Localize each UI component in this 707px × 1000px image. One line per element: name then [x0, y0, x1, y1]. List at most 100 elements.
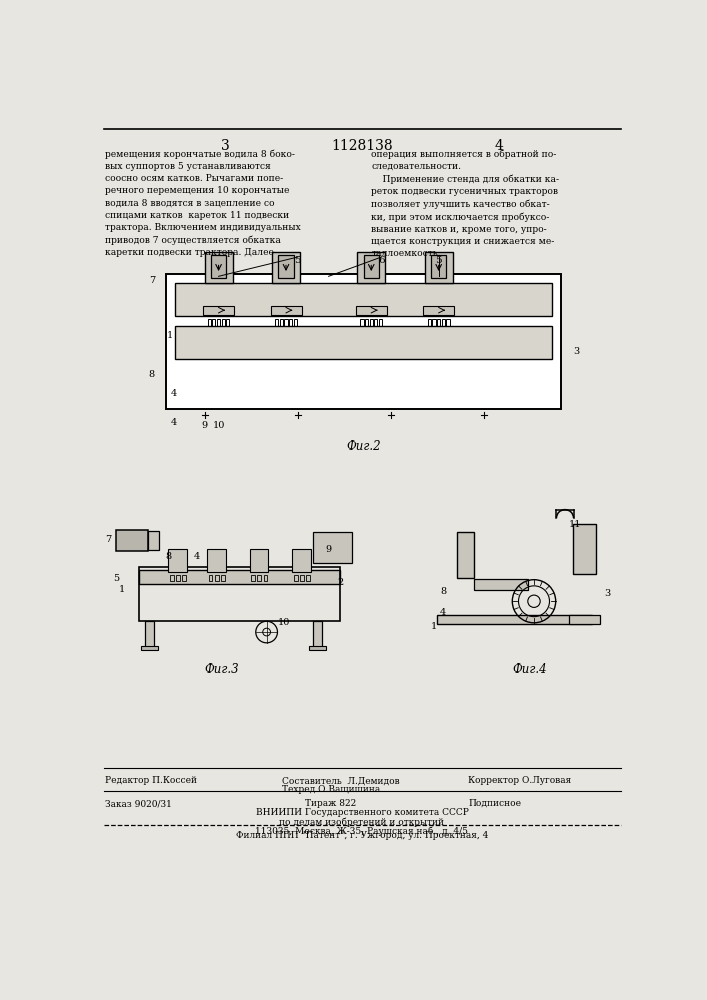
Bar	[215, 575, 218, 581]
Bar	[168, 549, 187, 572]
Bar	[289, 319, 292, 326]
Text: по делам изобретений и открытий: по делам изобретений и открытий	[279, 818, 445, 827]
Text: 4: 4	[170, 418, 177, 427]
Text: 3: 3	[573, 347, 579, 356]
Text: Филиал ППП "Патент", г. Ужгород, ул. Проектная, 4: Филиал ППП "Патент", г. Ужгород, ул. Про…	[235, 831, 488, 840]
Text: 5: 5	[113, 574, 119, 583]
Text: Фиг.4: Фиг.4	[513, 663, 547, 676]
Text: 11: 11	[569, 520, 581, 529]
Text: 4: 4	[194, 552, 200, 561]
Bar	[175, 326, 552, 359]
Bar	[139, 567, 340, 620]
Bar	[166, 274, 561, 409]
Bar	[573, 524, 596, 574]
Bar	[300, 575, 304, 581]
Bar	[425, 252, 452, 283]
Bar	[226, 319, 230, 326]
Text: 5: 5	[436, 256, 442, 265]
Bar	[264, 575, 267, 581]
Bar	[148, 531, 159, 550]
Text: 113035, Москва, Ж-35, Раушская наб., д. 4/5: 113035, Москва, Ж-35, Раушская наб., д. …	[255, 827, 469, 836]
Text: 10: 10	[212, 421, 225, 430]
Bar	[356, 306, 387, 315]
Text: 8: 8	[165, 552, 171, 561]
Text: Фиг.3: Фиг.3	[204, 663, 239, 676]
Bar	[431, 255, 446, 278]
Bar	[204, 252, 233, 283]
Bar	[250, 549, 268, 572]
Bar	[306, 575, 310, 581]
Text: 2: 2	[337, 578, 344, 587]
Bar	[141, 646, 158, 650]
Bar	[211, 255, 226, 278]
Bar	[293, 319, 297, 326]
Bar	[313, 532, 352, 563]
Bar	[115, 530, 148, 551]
Bar	[139, 570, 340, 584]
Bar	[212, 319, 216, 326]
Bar	[221, 575, 225, 581]
Bar	[363, 255, 379, 278]
Text: 9: 9	[325, 545, 332, 554]
Text: 1: 1	[119, 585, 125, 594]
Bar	[284, 319, 288, 326]
Text: Заказ 9020/31: Заказ 9020/31	[105, 799, 173, 808]
Bar	[207, 549, 226, 572]
Text: 1128138: 1128138	[331, 139, 393, 153]
Text: 1: 1	[431, 622, 437, 631]
Bar	[379, 319, 382, 326]
Text: 5: 5	[294, 256, 301, 265]
Bar	[357, 252, 385, 283]
Text: 7: 7	[105, 535, 112, 544]
Bar	[374, 319, 378, 326]
Bar	[271, 306, 301, 315]
Bar	[569, 615, 600, 624]
Text: 4: 4	[440, 608, 446, 617]
Text: Редактор П.Коссей: Редактор П.Коссей	[105, 776, 197, 785]
Text: ремещения корончатые водила 8 боко-
вых суппортов 5 устанавливаются
соосно осям : ремещения корончатые водила 8 боко- вых …	[105, 149, 301, 257]
Bar	[446, 319, 450, 326]
Text: 8: 8	[440, 587, 446, 596]
Text: Тираж 822: Тираж 822	[305, 799, 356, 808]
Text: 10: 10	[279, 618, 291, 627]
Bar	[272, 252, 300, 283]
Bar	[442, 319, 445, 326]
Text: 1: 1	[167, 331, 173, 340]
Bar	[365, 319, 368, 326]
Bar	[437, 319, 440, 326]
Bar	[257, 575, 261, 581]
Text: 6: 6	[378, 256, 385, 265]
Bar	[275, 319, 279, 326]
Bar	[457, 532, 474, 578]
Text: Фиг.2: Фиг.2	[346, 440, 381, 453]
Text: Корректор О.Луговая: Корректор О.Луговая	[468, 776, 571, 785]
Bar	[292, 549, 311, 572]
Text: Техред О.Ващишина: Техред О.Ващишина	[282, 785, 380, 794]
Bar	[208, 319, 211, 326]
Bar	[175, 283, 552, 316]
Bar	[251, 575, 255, 581]
Bar	[182, 575, 186, 581]
Bar	[423, 306, 454, 315]
Bar	[309, 646, 327, 650]
Text: ВНИИПИ Государственного комитета СССР: ВНИИПИ Государственного комитета СССР	[255, 808, 469, 817]
Bar	[433, 319, 436, 326]
Text: 7: 7	[148, 276, 155, 285]
Bar	[217, 319, 220, 326]
Text: операция выполняется в обратной по-
следовательности.
    Применение стенда для : операция выполняется в обратной по- след…	[371, 149, 559, 258]
Bar	[361, 319, 363, 326]
Text: 8: 8	[149, 370, 155, 379]
Bar	[313, 620, 322, 647]
Bar	[474, 579, 528, 590]
Text: 4: 4	[495, 139, 503, 153]
Text: 3: 3	[604, 589, 610, 598]
Text: 3: 3	[221, 139, 230, 153]
Bar	[280, 319, 283, 326]
Bar	[293, 575, 298, 581]
Bar	[176, 575, 180, 581]
Bar	[170, 575, 174, 581]
Text: Подписное: Подписное	[468, 799, 521, 808]
Bar	[279, 255, 293, 278]
Text: 9: 9	[201, 421, 208, 430]
Bar	[203, 306, 234, 315]
